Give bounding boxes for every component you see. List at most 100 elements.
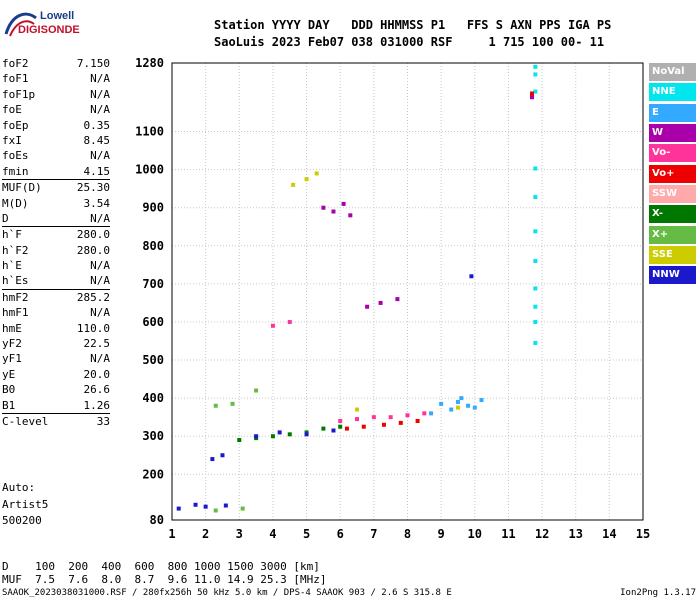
data-point [223, 503, 228, 508]
data-point [466, 403, 471, 408]
data-point [331, 428, 336, 433]
param-value: 0.35 [83, 118, 111, 132]
param-row: yF2 22.5 [2, 336, 110, 351]
y-tick-label: 1100 [135, 125, 164, 139]
legend-item: SSW [649, 185, 696, 204]
param-row: D N/A [2, 211, 110, 226]
param-row: fxI 8.45 [2, 133, 110, 148]
param-key: D [2, 211, 9, 225]
data-point [277, 430, 282, 435]
param-row: M(D) 3.54 [2, 196, 110, 211]
param-key: hmE [2, 321, 22, 335]
param-value: N/A [90, 259, 110, 273]
data-point [533, 340, 538, 345]
legend-item: X+ [649, 225, 696, 244]
data-point [240, 506, 245, 511]
x-tick-label: 3 [236, 527, 243, 541]
y-tick-label: 300 [142, 429, 164, 443]
param-row: MUF(D) 25.30 [2, 179, 110, 195]
y-tick-label: 1000 [135, 163, 164, 177]
param-value: 110.0 [76, 321, 110, 335]
data-point [529, 95, 534, 100]
data-point [533, 72, 538, 77]
legend-item: Vo- [649, 144, 696, 163]
param-key: h`E [2, 259, 22, 273]
param-key: fmin [2, 164, 29, 178]
param-key: foEs [2, 149, 29, 163]
data-point [210, 457, 215, 462]
legend-item: SSE [649, 246, 696, 265]
param-key: h`F2 [2, 243, 29, 257]
parameter-table: foF2 7.150 foF1 N/A foF1p N/A foE N/A foEp 0.35 fx… [2, 56, 110, 429]
param-row: foEp 0.35 [2, 118, 110, 133]
data-point [439, 401, 444, 406]
data-point [405, 413, 410, 418]
data-point [344, 426, 349, 431]
y-tick-label: 800 [142, 239, 164, 253]
y-tick-label: 700 [142, 277, 164, 291]
data-point [533, 319, 538, 324]
auto-label: Auto: [2, 481, 36, 494]
param-key: hmF1 [2, 306, 29, 320]
param-key: yF2 [2, 337, 22, 351]
data-point [533, 64, 538, 69]
data-point [469, 274, 474, 279]
param-row: C-level 33 [2, 412, 110, 429]
x-tick-label: 14 [602, 527, 616, 541]
param-value: 3.54 [83, 196, 111, 210]
x-tick-label: 7 [370, 527, 377, 541]
data-point [321, 205, 326, 210]
param-key: fxI [2, 133, 22, 147]
param-key: h`F [2, 228, 22, 242]
param-row: foF1p N/A [2, 87, 110, 102]
legend-item: NNW [649, 266, 696, 285]
x-tick-label: 6 [337, 527, 344, 541]
param-key: foF1p [2, 87, 36, 101]
param-row: fmin 4.15 [2, 164, 110, 179]
data-point [479, 398, 484, 403]
param-row: B0 26.6 [2, 382, 110, 397]
footer-info: SAAOK_2023038031000.RSF / 280fx256h 50 k… [2, 588, 452, 598]
data-point [449, 407, 454, 412]
x-tick-label: 1 [168, 527, 175, 541]
data-point [314, 171, 319, 176]
param-row: hmF1 N/A [2, 305, 110, 320]
param-key: foE [2, 103, 22, 117]
x-tick-label: 2 [202, 527, 209, 541]
param-value: N/A [90, 72, 110, 86]
data-point [533, 259, 538, 264]
param-value: 25.30 [76, 181, 110, 195]
y-tick-label: 600 [142, 315, 164, 329]
data-point [459, 396, 464, 401]
param-key: MUF(D) [2, 181, 42, 195]
x-tick-label: 9 [438, 527, 445, 541]
legend-item: X- [649, 205, 696, 224]
logo-line1: Lowell [40, 10, 75, 22]
data-point [533, 166, 538, 171]
data-point [455, 399, 460, 404]
x-tick-label: 12 [535, 527, 549, 541]
param-row: foE N/A [2, 102, 110, 117]
param-value: 22.5 [83, 337, 111, 351]
data-point [472, 405, 477, 410]
data-point [378, 300, 383, 305]
param-row: foF2 7.150 [2, 56, 110, 71]
data-point [533, 286, 538, 291]
data-point [213, 403, 218, 408]
data-point [429, 411, 434, 416]
data-point [533, 195, 538, 200]
param-value: N/A [90, 352, 110, 366]
param-value: 1.26 [83, 398, 111, 412]
param-value: 280.0 [76, 228, 110, 242]
data-point [193, 502, 198, 507]
param-key: C-level [2, 414, 49, 428]
param-row: h`Es N/A [2, 273, 110, 288]
param-value: N/A [90, 103, 110, 117]
logo-line2: DIGISONDE [18, 24, 80, 36]
param-row: foF1 N/A [2, 71, 110, 86]
muf-row: MUF 7.5 7.6 8.0 8.7 9.6 11.0 14.9 25.3 [… [2, 573, 327, 586]
y-tick-label: 80 [150, 513, 164, 527]
param-row: yF1 N/A [2, 351, 110, 366]
param-row: h`E N/A [2, 258, 110, 273]
footer-version: Ion2Png 1.3.17 [620, 588, 696, 598]
